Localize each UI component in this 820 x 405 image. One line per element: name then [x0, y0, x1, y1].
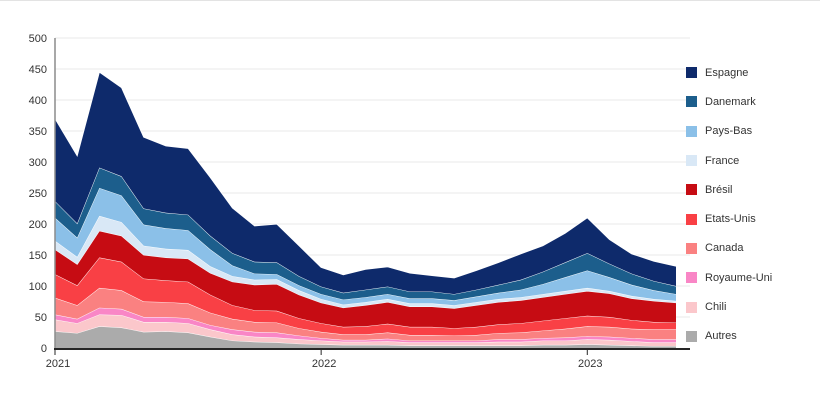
legend-label: Pays-Bas [705, 125, 753, 138]
legend-swatch [686, 96, 697, 108]
legend-label: Autres [705, 330, 737, 343]
legend-label: France [705, 154, 740, 167]
legend-label: Chili [705, 301, 727, 314]
legend-item-autres: Autres [686, 322, 772, 351]
y-axis-tick-label: 100 [29, 281, 47, 293]
area-etats-unis [55, 257, 676, 336]
y-axis-tick-label: 500 [29, 33, 47, 45]
legend-item-royaume-uni: Royaume-Uni [686, 263, 772, 292]
legend-label: Canada [705, 242, 744, 255]
y-axis-tick-label: 350 [29, 126, 47, 138]
area-chili [55, 314, 676, 347]
legend-item-etats-unis: Etats-Unis [686, 204, 772, 233]
legend-item-canada: Canada [686, 234, 772, 263]
legend-swatch [686, 242, 697, 254]
area-br-sil [55, 230, 676, 329]
legend-label: Royaume-Uni [705, 271, 773, 284]
legend-item-pays-bas: Pays-Bas [686, 117, 772, 146]
legend-swatch [686, 272, 697, 284]
legend-swatch [686, 67, 697, 79]
x-axis-tick-label: 2021 [46, 358, 70, 370]
legend-item-france: France [686, 146, 772, 175]
legend-swatch [686, 155, 697, 167]
y-axis-tick-label: 200 [29, 219, 47, 231]
legend-swatch [686, 213, 697, 225]
y-axis-tick-label: 0 [41, 343, 47, 355]
area-pays-bas [55, 188, 676, 306]
x-axis-tick-label: 2023 [578, 358, 602, 370]
area-espagne [55, 72, 676, 295]
legend-item-chili: Chili [686, 292, 772, 321]
legend-swatch [686, 184, 697, 196]
chart-legend: Espagne Danemark Pays-Bas France Brésil Etats… [686, 58, 772, 351]
area-autres [55, 326, 676, 348]
y-axis-tick-label: 450 [29, 64, 47, 76]
y-axis-tick-label: 50 [35, 312, 47, 324]
legend-label: Espagne [705, 66, 749, 79]
area-canada [55, 287, 676, 341]
legend-item-br-sil: Brésil [686, 175, 772, 204]
legend-swatch [686, 301, 697, 313]
legend-label: Etats-Unis [705, 213, 756, 226]
area-danemark [55, 167, 676, 301]
legend-swatch [686, 330, 697, 342]
y-axis-tick-label: 150 [29, 250, 47, 262]
legend-label: Danemark [705, 95, 756, 108]
y-axis-tick-label: 250 [29, 188, 47, 200]
area-border [54, 71, 677, 279]
y-axis-tick-label: 400 [29, 95, 47, 107]
legend-swatch [686, 125, 697, 137]
x-axis-tick-label: 2022 [312, 358, 336, 370]
area-france [55, 215, 676, 309]
legend-label: Brésil [705, 183, 733, 196]
legend-item-espagne: Espagne [686, 58, 772, 87]
y-axis-tick-label: 300 [29, 157, 47, 169]
legend-item-danemark: Danemark [686, 87, 772, 116]
area-royaume-uni [55, 307, 676, 343]
